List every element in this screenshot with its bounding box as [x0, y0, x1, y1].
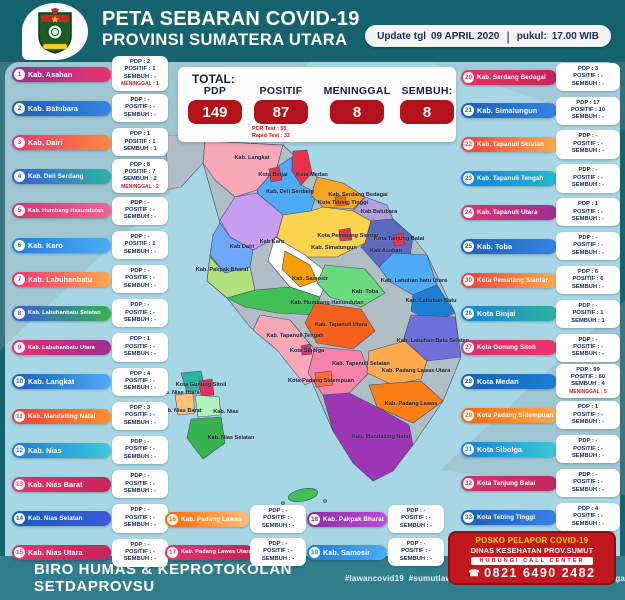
map-label: Kota Pematang Siantar: [317, 233, 379, 239]
region-padang-sidempuan: [314, 370, 334, 388]
positif-value-badge: 87: [254, 100, 308, 124]
map-label: Kota Binjai: [258, 172, 288, 178]
map-label: Kab. Humbang Hasundutan: [290, 300, 364, 306]
map-label: Kab. Langkat: [234, 155, 270, 161]
map-label: Kab Batubara: [360, 209, 398, 215]
posko-line1: POSKO PELAPOR COVID-19: [475, 536, 589, 545]
positif-label: POSITIF: [259, 85, 303, 97]
divider: |: [506, 28, 510, 44]
map-label: Kab. Nias: [213, 409, 239, 415]
map-label: Kab Karo: [259, 239, 285, 245]
region-mandailing-natal: [322, 392, 414, 482]
pdp-label: PDP: [203, 85, 227, 97]
posko-line2: DINAS KESEHATAN PROV.SUMUT: [470, 546, 594, 555]
posko-callcenter-box: POSKO PELAPOR COVID-19 DINAS KESEHATAN P…: [448, 531, 616, 585]
map-label: Kab. Nias Selatan: [207, 435, 255, 441]
island-dot: [323, 499, 327, 503]
map-label: Kab. Padang Lawas: [384, 401, 438, 407]
map-label: Kota Padang Sidempuan: [288, 378, 354, 384]
island-small: [287, 488, 319, 502]
province-logo: [22, 3, 88, 60]
update-time: 17.00 WIB: [551, 30, 599, 42]
region-pematang-siantar: [338, 227, 353, 242]
meninggal-label: MENINGGAL: [323, 85, 391, 97]
rapid-test-line: Rapid Test : 32: [252, 133, 290, 140]
region-padang-lawas: [368, 380, 444, 424]
map-label: Kab. Mandailing Natal: [351, 434, 411, 440]
total-sembuh: SEMBUH: 8: [396, 85, 458, 140]
map-label: Kab. Labuhan Batu: [405, 298, 457, 304]
title-line2: PROVINSI SUMATERA UTARA: [102, 31, 348, 49]
map-label: Kab. Toba: [351, 289, 379, 295]
title-line1: PETA SEBARAN COVID-19: [102, 8, 360, 30]
phone-icon: ☎: [468, 567, 482, 578]
posko-phone-number: 0821 6490 2482: [484, 566, 596, 580]
poster-title: PETA SEBARAN COVID-19 PROVINSI SUMATERA …: [102, 8, 360, 50]
region-nias-selatan: [186, 416, 226, 460]
map-label: Kota Sibolga: [289, 348, 325, 354]
total-meninggal: MENINGGAL 8: [318, 85, 396, 140]
update-date: 09 APRIL 2020: [430, 30, 500, 42]
map-label: Kab. Labuhan Batu Selatan: [396, 338, 470, 344]
sembuh-value-badge: 8: [400, 100, 454, 124]
map-label: Kota Gunung Sitoli: [175, 382, 227, 388]
map-label: Kota Tanjung Balai: [373, 236, 425, 242]
map-label: Kab. Deli Serdang: [266, 189, 314, 195]
map-label: Kab. Nias Barat: [160, 408, 202, 414]
region-medan: [291, 149, 313, 186]
update-timestamp-pill: Update tgl 09 APRIL 2020 | pukul: 17.00 …: [365, 25, 611, 47]
region-tebing-tinggi: [334, 194, 348, 207]
region-toba: [316, 264, 386, 308]
province-map-svg: [165, 135, 462, 505]
region-nias-barat: [174, 392, 196, 416]
region-labuhanbatu-selatan: [402, 314, 462, 362]
region-karo: [219, 192, 284, 251]
region-serdang-bedagai: [310, 176, 366, 210]
posko-callcenter-label: HUBUNGI CALL CENTER: [471, 557, 593, 565]
header-bar: PETA SEBARAN COVID-19 PROVINSI SUMATERA …: [0, 0, 625, 62]
region-tanjung-balai: [392, 232, 406, 247]
region-sibolga: [300, 343, 313, 356]
totals-summary-box: TOTAL: PDP 149 POSITIF 87 PCR Test : 55 …: [178, 67, 456, 142]
map-label: Kab. Labuhan batu Utara: [380, 278, 448, 284]
map-label: Kota Medan: [296, 172, 328, 178]
region-padang-lawas-utara: [366, 340, 428, 386]
time-prefix: pukul:: [516, 30, 547, 42]
posko-phone-row: ☎ 0821 6490 2482: [468, 566, 595, 580]
total-positif: POSITIF 87 PCR Test : 55 Rapid Test : 32: [244, 85, 318, 140]
region-nias: [194, 394, 222, 418]
map-labels-layer: Kab. Langkat Kota Binjai Kota Medan Kab. De…: [158, 135, 470, 535]
map-label: Kab. Simalungun: [311, 245, 357, 251]
totals-title: TOTAL:: [192, 72, 235, 86]
map-label: Kab. Samosir: [292, 276, 328, 282]
island-dot: [281, 501, 285, 505]
province-map: Kab. Langkat Kota Binjai Kota Medan Kab. De…: [158, 135, 470, 535]
footer-credit: BIRO HUMAS & KEPROTOKOLAN SETDAPROVSU: [34, 561, 293, 595]
total-pdp: PDP 149: [186, 85, 244, 140]
map-label: Kab Asahan: [369, 248, 403, 254]
region-binjai: [268, 166, 283, 183]
update-prefix: Update tgl: [377, 30, 426, 42]
test-breakdown: PCR Test : 55 Rapid Test : 32: [252, 126, 290, 140]
map-label: Kota Tebing Tinggi: [317, 200, 369, 206]
map-label: Kab. Nias Utara: [158, 390, 200, 396]
map-label: Kab. Pakpak Bharat: [195, 267, 249, 273]
map-label: Kab. Tapanuli Tengah: [266, 333, 324, 339]
region-samosir: [281, 250, 318, 288]
map-label: Kab. Serdang Bedagai: [328, 192, 388, 198]
sembuh-label: SEMBUH:: [401, 85, 453, 97]
north-sumatra-crest-icon: [38, 7, 72, 54]
region-tapanuli-utara: [304, 302, 376, 350]
map-label: Kab. Padang Lawas Utara: [381, 368, 451, 374]
pcr-test-line: PCR Test : 55: [252, 126, 287, 132]
map-label: Kab. Tapanuli Utara: [314, 322, 368, 328]
pdp-value-badge: 149: [188, 100, 242, 124]
region-gunung-sitoli: [198, 378, 215, 397]
meninggal-value-badge: 8: [330, 100, 384, 124]
map-label: Kab. Tapanuli Selatan: [332, 361, 390, 367]
map-label: Kab Dairi: [229, 244, 255, 250]
